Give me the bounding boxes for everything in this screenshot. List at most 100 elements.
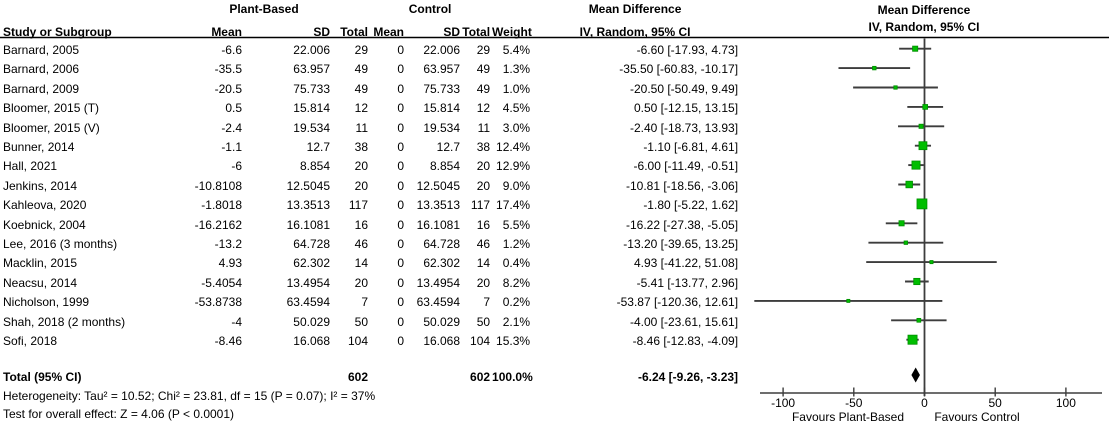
cell-c_total: 20: [476, 275, 491, 290]
study-row: Jenkins, 2014 -10.8108 12.5045 20 0 12.5045 20…: [0, 177, 740, 196]
blank-cell: [244, 368, 332, 387]
md-header-line1: Mean Difference: [588, 2, 682, 16]
cell-c_mean: 0: [397, 314, 405, 329]
cell-c_sd: 13.4954: [416, 275, 461, 290]
cell-weight: 1.3%: [502, 62, 531, 77]
effect-marker: [898, 220, 905, 227]
study-row: Barnard, 2005 -6.6 22.006 29 0 22.006 29 5.4% -6…: [0, 41, 740, 60]
cell-weight: 12.9%: [496, 159, 531, 174]
cell-weight: 0.4%: [502, 256, 531, 271]
cell-e_sd: 64.728: [293, 237, 330, 252]
cell-ci_text: -5.41 [-13.77, 2.96]: [636, 275, 739, 290]
study-row: Nicholson, 1999 -53.8738 63.4594 7 0 63.4594 7…: [0, 293, 740, 312]
col-header-sd-ctrl: SD: [443, 25, 461, 39]
col-header-mean-ctrl: Mean: [373, 25, 405, 39]
blank-cell: [406, 368, 462, 387]
cell-ci_text: 4.93 [-41.22, 51.08]: [633, 256, 739, 271]
cell-weight: 12.4%: [496, 140, 531, 155]
cell-e_total: 20: [354, 275, 369, 290]
cell-e_total: 38: [354, 140, 369, 155]
total-ci-text: -6.24 [-9.26, -3.23]: [637, 369, 739, 384]
col-header-study: Study or Subgroup: [3, 25, 112, 39]
cell-e_sd: 75.733: [293, 81, 330, 96]
cell-e_mean: -2.4: [221, 120, 242, 135]
cell-e_mean: -20.5: [214, 81, 242, 96]
cell-c_mean: 0: [397, 62, 405, 77]
cell-e_sd: 62.302: [293, 256, 330, 271]
cell-c_total: 20: [476, 159, 491, 174]
cell-e_sd: 16.068: [293, 334, 330, 349]
cell-c_total: 29: [476, 43, 491, 57]
cell-label: Koebnick, 2004: [3, 217, 86, 232]
study-row: Bloomer, 2015 (V) -2.4 19.534 11 0 19.534 11 3.…: [0, 119, 740, 138]
cell-e_mean: -16.2162: [194, 217, 242, 232]
cell-c_sd: 13.3513: [416, 198, 461, 213]
cell-ci_text: -1.10 [-6.81, 4.61]: [643, 140, 739, 155]
cell-c_total: 14: [476, 256, 491, 271]
cell-c_sd: 12.5045: [416, 178, 461, 193]
total-weight: 100.0%: [492, 369, 533, 384]
cell-e_mean: 0.5: [225, 101, 242, 116]
effect-marker: [907, 334, 918, 345]
cell-label: Macklin, 2015: [3, 256, 78, 271]
study-row: Shah, 2018 (2 months) -4 50.029 50 0 50.029 50…: [0, 313, 740, 332]
favours-right-label: Favours Control: [934, 410, 1020, 424]
cell-label: Sofi, 2018: [3, 334, 58, 349]
cell-weight: 17.4%: [496, 198, 531, 213]
axis-tick-label: 50: [988, 396, 1002, 410]
cell-e_total: 117: [348, 198, 369, 213]
cell-e_sd: 13.4954: [286, 275, 330, 290]
study-row: Bloomer, 2015 (T) 0.5 15.814 12 0 15.814 12 4.5…: [0, 99, 740, 118]
cell-e_mean: -6.6: [221, 43, 242, 57]
total-row: Total (95% CI) 602 602 100.0% -6.24 [-9.…: [0, 368, 740, 387]
cell-c_sd: 75.733: [423, 81, 461, 96]
cell-c_total: 7: [483, 295, 491, 310]
cell-ci_text: 0.50 [-12.15, 13.15]: [633, 101, 739, 116]
cell-label: Shah, 2018 (2 months): [3, 314, 126, 329]
cell-label: Barnard, 2005: [3, 43, 80, 57]
effect-marker: [929, 260, 934, 265]
cell-c_sd: 12.7: [436, 140, 461, 155]
cell-e_sd: 50.029: [293, 314, 330, 329]
cell-e_total: 12: [354, 101, 369, 116]
cell-weight: 8.2%: [502, 275, 531, 290]
cell-e_sd: 8.854: [299, 159, 330, 174]
study-rows: Barnard, 2005 -6.6 22.006 29 0 22.006 29 5.4% -6…: [0, 41, 740, 352]
cell-weight: 1.2%: [502, 237, 531, 252]
cell-c_sd: 16.1081: [416, 217, 461, 232]
cell-label: Barnard, 2006: [3, 62, 80, 77]
cell-weight: 4.5%: [502, 101, 531, 116]
cell-label: Bloomer, 2015 (T): [3, 101, 100, 116]
cell-c_mean: 0: [397, 334, 405, 349]
cell-c_mean: 0: [397, 295, 405, 310]
cell-c_total: 16: [476, 217, 491, 232]
effect-marker: [918, 141, 928, 151]
study-row: Sofi, 2018 -8.46 16.068 104 0 16.068 104 15.3% -…: [0, 332, 740, 351]
effect-marker: [916, 317, 922, 323]
meta-analysis-table: Plant-Based Control Mean Difference Stud…: [0, 0, 740, 387]
cell-c_total: 38: [476, 140, 491, 155]
total-diamond: [911, 367, 920, 383]
cell-e_total: 49: [354, 81, 369, 96]
study-row: Barnard, 2006 -35.5 63.957 49 0 63.957 49 1.3% -…: [0, 60, 740, 79]
cell-weight: 9.0%: [502, 178, 531, 193]
effect-marker: [916, 198, 928, 210]
cell-e_sd: 19.534: [293, 120, 330, 135]
cell-e_total: 104: [347, 334, 369, 349]
group-header-row: Plant-Based Control Mean Difference: [0, 0, 740, 18]
cell-ci_text: -16.22 [-27.38, -5.05]: [625, 217, 739, 232]
cell-ci_text: -35.50 [-60.83, -10.17]: [619, 62, 739, 77]
cell-e_mean: -8.46: [214, 334, 242, 349]
cell-label: Nicholson, 1999: [3, 295, 90, 310]
cell-e_mean: -4: [231, 314, 242, 329]
cell-c_total: 50: [476, 314, 491, 329]
cell-ci_text: -4.00 [-23.61, 15.61]: [629, 314, 739, 329]
cell-c_mean: 0: [397, 237, 405, 252]
cell-label: Jenkins, 2014: [3, 178, 78, 193]
cell-e_mean: -13.2: [214, 237, 242, 252]
cell-weight: 1.0%: [502, 81, 531, 96]
cell-e_sd: 13.3513: [286, 198, 330, 213]
cell-e_total: 29: [354, 43, 369, 57]
study-row: Hall, 2021 -6 8.854 20 0 8.854 20 12.9% -6.00 [-…: [0, 157, 740, 176]
study-row: Macklin, 2015 4.93 62.302 14 0 62.302 14 0.4% 4.…: [0, 254, 740, 273]
